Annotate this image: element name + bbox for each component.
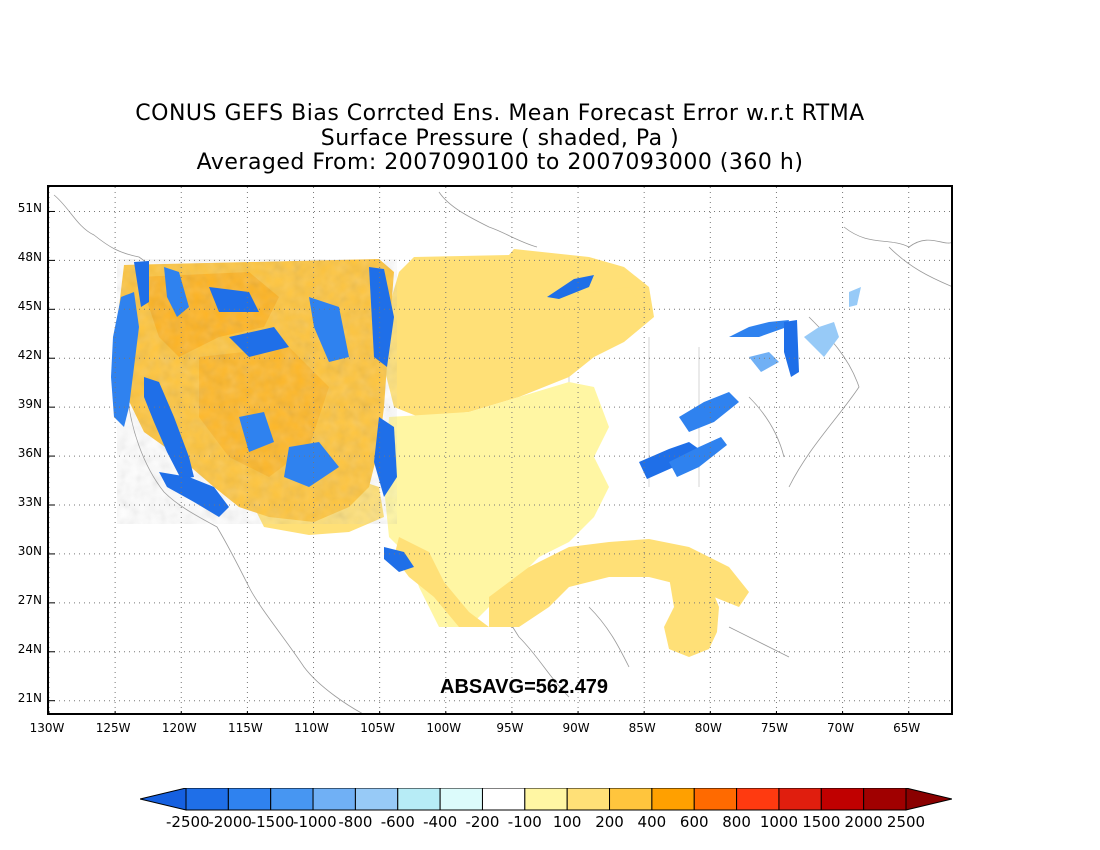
colorbar-swatch (354, 788, 399, 811)
lon-tick-label: 65W (893, 721, 921, 735)
colorbar-swatch (736, 788, 780, 811)
colorbar-swatch (524, 788, 568, 811)
colorbar-label: -200 (465, 813, 500, 831)
lat-tick-label: 45N (17, 299, 42, 314)
colorbar-label: -1000 (293, 813, 337, 831)
colorbar-min-extension (140, 788, 187, 811)
colorbar-label: 1000 (759, 813, 799, 831)
lat-tick-label: 51N (17, 201, 42, 216)
map-frame (47, 185, 953, 715)
map-title-line-2: Surface Pressure ( shaded, Pa ) (320, 126, 680, 151)
lat-tick-label: 33N (17, 495, 42, 509)
lon-tick-label: 130W (29, 721, 65, 735)
colorbar-swatch (609, 788, 653, 811)
colorbar-swatch (185, 788, 229, 811)
colorbar-swatch (312, 788, 356, 811)
colorbar-label: -100 (507, 813, 542, 831)
colorbar-label: 400 (637, 813, 667, 831)
lon-tick-label: 95W (496, 721, 524, 735)
colorbar-swatch (863, 788, 907, 811)
colorbar-label: -2500 (166, 813, 210, 831)
colorbar-swatch (227, 788, 272, 811)
colorbar-label: -600 (380, 813, 415, 831)
lat-tick-label: 36N (17, 446, 42, 461)
lon-tick-label: 100W (426, 721, 462, 735)
colorbar-max-extension (905, 788, 952, 811)
colorbar-label: 100 (552, 813, 582, 831)
lat-tick-label: 39N (17, 397, 42, 412)
colorbar-swatch (481, 788, 526, 811)
colorbar-swatch (566, 788, 611, 811)
colorbar-label: 600 (679, 813, 709, 831)
lon-tick-label: 110W (294, 721, 329, 735)
colorbar-label: -2000 (208, 813, 252, 831)
lon-tick-label: 120W (161, 721, 197, 735)
lat-tick-label: 21N (17, 690, 42, 705)
absavg-annotation: ABSAVG=562.479 (440, 676, 609, 698)
lat-tick-label: 48N (17, 250, 42, 265)
colorbar-swatch (397, 788, 441, 811)
map-canvas (49, 187, 951, 713)
colorbar-label: 2500 (886, 813, 926, 831)
colorbar-swatch (778, 788, 822, 811)
lat-tick-label: 30N (17, 543, 42, 558)
colorbar-label: -1500 (250, 813, 295, 831)
colorbar-swatch (270, 788, 314, 811)
colorbar (140, 788, 952, 811)
lon-tick-label: 75W (760, 721, 788, 735)
map-title-line-3: Averaged From: 2007090100 to 2007093000 … (196, 150, 804, 175)
lon-tick-label: 90W (562, 721, 590, 735)
colorbar-label: 200 (595, 813, 624, 831)
colorbar-swatch (651, 788, 695, 811)
colorbar-label: -800 (338, 813, 373, 831)
colorbar-label: 800 (722, 813, 751, 831)
colorbar-label: 2000 (844, 813, 883, 831)
colorbar-swatch (439, 788, 483, 811)
colorbar-label: 1500 (802, 813, 841, 831)
lon-tick-label: 70W (826, 721, 855, 735)
colorbar-label: -400 (423, 813, 458, 831)
map-title-line-1: CONUS GEFS Bias Corrcted Ens. Mean Forec… (135, 101, 865, 126)
lat-tick-label: 27N (17, 592, 42, 607)
lon-tick-label: 80W (694, 721, 722, 735)
lon-tick-label: 85W (628, 721, 656, 735)
colorbar-swatch (693, 788, 738, 811)
lat-tick-label: 42N (17, 348, 42, 363)
lon-tick-label: 115W (228, 721, 263, 735)
colorbar-swatch (820, 788, 865, 811)
lon-tick-label: 105W (360, 721, 396, 735)
graticule-grid (49, 187, 951, 713)
lon-tick-label: 125W (95, 721, 131, 735)
lat-tick-label: 24N (17, 641, 42, 656)
